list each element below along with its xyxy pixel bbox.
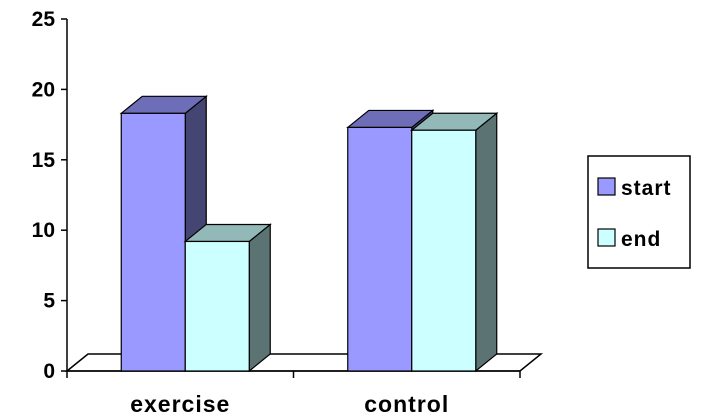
y-tick-label: 25 <box>32 8 56 31</box>
chart-labels: 0 5 10 15 20 25 exercise control <box>32 8 449 417</box>
legend-label-end: end <box>621 228 661 251</box>
y-tick-label: 20 <box>32 78 55 101</box>
y-tick-label: 10 <box>32 219 55 242</box>
y-tick-label: 0 <box>43 360 55 383</box>
legend-box <box>587 155 691 269</box>
legend: start end <box>587 155 691 269</box>
chart-bars <box>119 95 499 373</box>
bar-control-end <box>410 111 499 373</box>
legend-label-start: start <box>621 177 672 200</box>
bar-exercise-end <box>183 223 272 373</box>
y-tick-label: 5 <box>43 290 55 313</box>
x-category-label: control <box>364 391 449 417</box>
legend-swatch-start <box>597 177 616 196</box>
x-category-label: exercise <box>130 391 230 417</box>
y-tick-label: 15 <box>32 149 56 172</box>
legend-swatch-end <box>597 228 616 247</box>
